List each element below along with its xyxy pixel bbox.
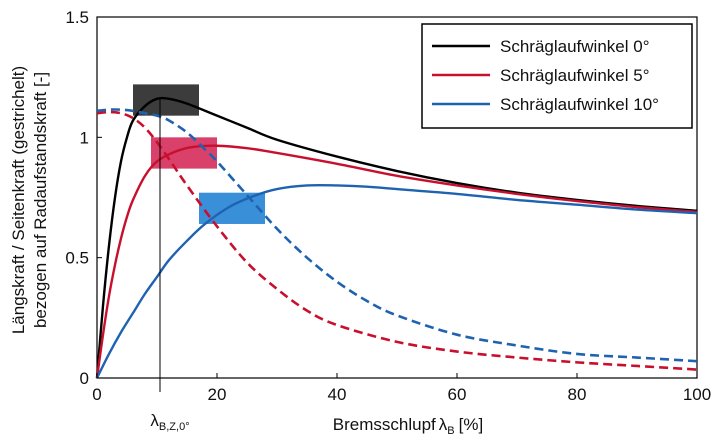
- x-tick-label-2: 40: [328, 385, 347, 404]
- y-tick-label-3: 1.5: [65, 8, 89, 27]
- series-lines: [95, 96, 698, 379]
- lambda-marker-label: λB,Z,0°: [150, 411, 189, 433]
- x-axis-label-text: Bremsschlupf: [333, 415, 436, 434]
- y-tick-label-2: 1: [80, 128, 89, 147]
- x-axis-label: Bremsschlupf λB [%]: [333, 415, 483, 437]
- x-axis-label-symbol: λ: [439, 415, 448, 434]
- x-tick-label-5: 100: [683, 385, 711, 404]
- y-tick-label-1: 0.5: [65, 249, 89, 268]
- lambda-marker-subscript: B,Z,0°: [159, 421, 190, 433]
- x-axis-label-subscript: B: [447, 425, 454, 437]
- highlight-box-1: [151, 137, 217, 169]
- lambda-marker-symbol: λ: [150, 411, 159, 430]
- legend-label-2: Schräglaufwinkel 10°: [500, 95, 659, 114]
- series-2-lateral-line: [96, 108, 698, 363]
- highlight-box-2: [199, 192, 265, 224]
- y-axis-label-line2: bezogen auf Radaufstandskraft [-]: [31, 72, 50, 328]
- x-tick-label-4: 80: [568, 385, 587, 404]
- x-tick-label-1: 20: [208, 385, 227, 404]
- x-tick-label-0: 0: [92, 385, 101, 404]
- series-2-longitudinal-line: [95, 183, 698, 379]
- legend-label-1: Schräglaufwinkel 5°: [500, 66, 650, 85]
- highlight-boxes: [133, 84, 265, 224]
- highlight-box-0: [133, 84, 199, 116]
- y-axis-label-line1: Längskraft / Seitenkraft (gestrichelt): [9, 66, 28, 334]
- y-tick-label-0: 0: [80, 369, 89, 388]
- x-tick-label-3: 60: [448, 385, 467, 404]
- x-axis-label-unit: [%]: [459, 415, 484, 434]
- axis-ticks: 0 20 40 60 80 100 0 0.5 1 1.5: [65, 8, 711, 404]
- series-1-longitudinal-line: [95, 144, 698, 379]
- legend: Schräglaufwinkel 0° Schräglaufwinkel 5° …: [421, 23, 693, 129]
- series-0-longitudinal-line: [95, 96, 698, 379]
- legend-label-0: Schräglaufwinkel 0°: [500, 37, 650, 56]
- plot-frame: [96, 16, 698, 379]
